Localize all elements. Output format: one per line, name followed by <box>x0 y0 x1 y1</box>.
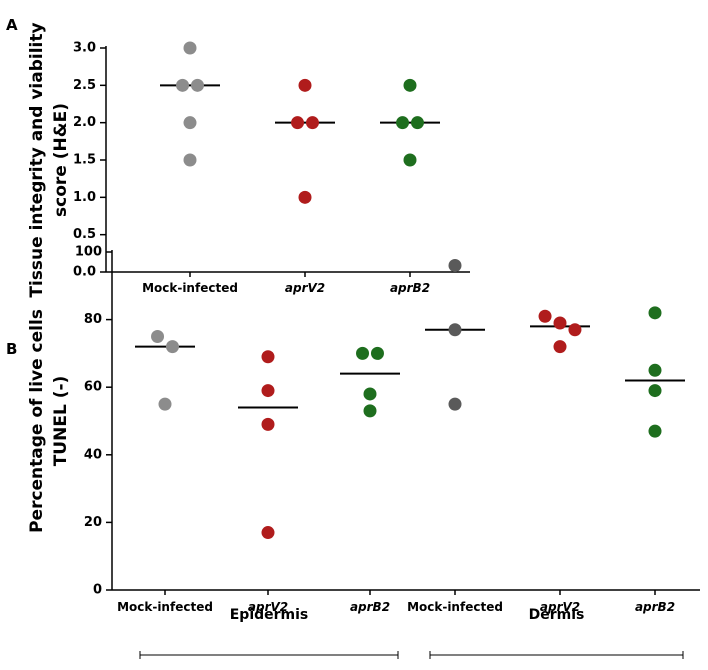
data-point <box>165 340 179 354</box>
data-point <box>298 190 312 204</box>
data-point <box>410 116 424 130</box>
data-point <box>183 153 197 167</box>
data-point <box>176 78 190 92</box>
y-axis-label-line: Percentage of live cells <box>27 309 47 533</box>
group-label: Epidermis <box>230 607 309 623</box>
data-point <box>538 309 552 323</box>
x-tick-label: aprB2 <box>390 281 430 295</box>
x-tick-label: aprB2 <box>635 600 675 614</box>
data-point <box>448 397 462 411</box>
panel-label: B <box>6 340 17 358</box>
data-point <box>403 78 417 92</box>
y-tick-label: 80 <box>84 312 102 327</box>
data-point <box>396 116 410 130</box>
data-point <box>158 397 172 411</box>
y-tick-label: 2.5 <box>73 78 96 93</box>
x-tick-label: aprV2 <box>285 281 325 295</box>
y-tick-label: 0.0 <box>73 265 96 280</box>
data-point <box>363 387 377 401</box>
y-axis-label-line: TUNEL (-) <box>51 376 71 467</box>
data-point <box>291 116 305 130</box>
data-point <box>553 340 567 354</box>
y-tick-label: 0 <box>93 583 102 598</box>
data-point <box>261 350 275 364</box>
data-point <box>648 306 662 320</box>
data-point <box>648 363 662 377</box>
data-point <box>356 346 370 360</box>
y-axis-label: Tissue integrity and viability score (H&E… <box>27 22 71 297</box>
panel-label: A <box>6 16 18 34</box>
y-tick-label: 3.0 <box>73 41 96 56</box>
y-tick-label: 0.5 <box>73 227 96 242</box>
y-axis-label-line: Tissue integrity and viability <box>27 22 47 297</box>
data-point <box>190 78 204 92</box>
data-point <box>261 384 275 398</box>
data-point <box>370 346 384 360</box>
data-point <box>648 424 662 438</box>
data-point <box>261 526 275 540</box>
y-tick-label: 1.0 <box>73 190 96 205</box>
y-axis-label-line: score (H&E) <box>51 103 71 217</box>
y-tick-label: 20 <box>84 515 102 530</box>
data-point <box>183 41 197 55</box>
x-tick-label: aprV2 <box>540 600 580 614</box>
data-point <box>448 259 462 273</box>
data-point <box>648 384 662 398</box>
data-point <box>298 78 312 92</box>
data-point <box>261 417 275 431</box>
data-point <box>151 330 165 343</box>
group-label: Dermis <box>529 607 585 623</box>
y-tick-label: 60 <box>84 380 102 395</box>
data-point <box>403 153 417 167</box>
data-point <box>448 323 462 337</box>
x-tick-label: Mock-infected <box>142 281 238 295</box>
data-point <box>305 116 319 130</box>
data-point <box>568 323 582 337</box>
data-point <box>183 116 197 130</box>
y-axis-label: Percentage of live cells TUNEL (-) <box>27 309 71 533</box>
x-tick-label: Mock-infected <box>117 600 213 614</box>
data-point <box>553 316 567 330</box>
x-tick-label: aprB2 <box>350 600 390 614</box>
data-point <box>363 404 377 418</box>
x-tick-label: aprV2 <box>248 600 288 614</box>
x-tick-label: Mock-infected <box>407 600 503 614</box>
y-tick-label: 100 <box>75 245 102 260</box>
y-tick-label: 2.0 <box>73 115 96 130</box>
y-tick-label: 1.5 <box>73 153 96 168</box>
y-tick-label: 40 <box>84 447 102 462</box>
